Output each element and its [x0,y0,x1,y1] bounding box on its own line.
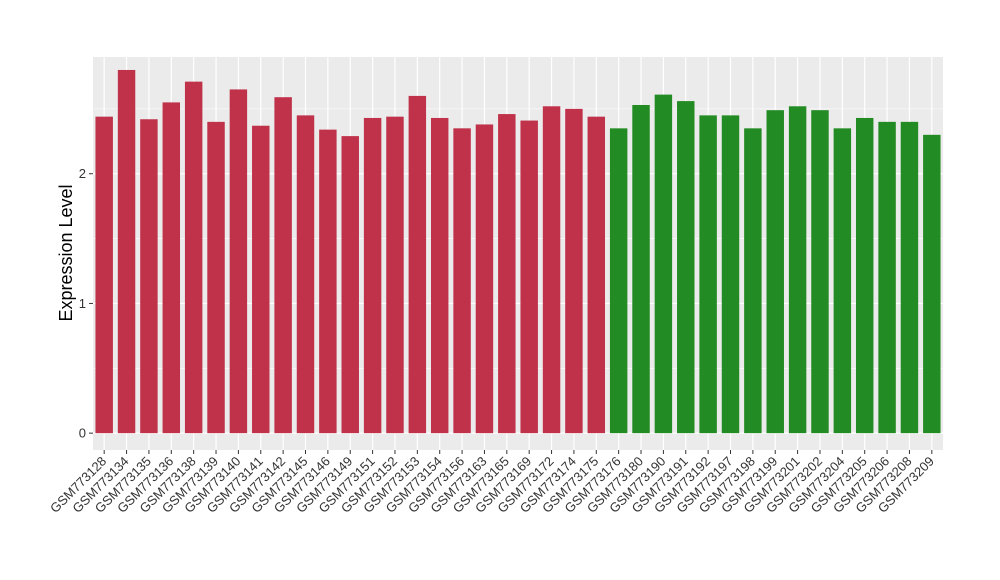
bar-GSM773176 [609,128,628,434]
bar-GSM773145 [296,115,315,434]
bar-GSM773192 [699,115,717,434]
y-tick-label: 0 [79,426,86,441]
bar-GSM773201 [788,106,807,434]
bar-GSM773146 [319,129,337,434]
bar-GSM773156 [453,128,471,434]
bar-GSM773153 [408,95,427,434]
bar-GSM773169 [520,120,538,434]
bar-GSM773174 [565,108,583,434]
bar-GSM773140 [229,89,248,434]
bar-GSM773151 [363,117,382,434]
y-axis-title: Expression Level [56,184,76,321]
bar-GSM773172 [542,106,561,434]
bar-GSM773136 [162,102,181,434]
x-axis: GSM773128GSM773134GSM773135GSM773136GSM7… [47,450,937,516]
y-tick-label: 1 [79,296,86,311]
bar-GSM773180 [632,104,650,434]
bar-GSM773152 [386,116,404,434]
bar-GSM773175 [587,116,606,434]
bar-GSM773197 [721,115,740,434]
bar-GSM773138 [184,81,203,434]
bars [95,69,941,434]
bar-GSM773154 [430,117,449,434]
bar-GSM773205 [855,117,874,434]
bar-GSM773141 [252,125,270,434]
bar-GSM773191 [677,101,695,434]
bar-GSM773204 [833,128,852,434]
bar-GSM773142 [274,97,292,434]
bar-GSM773134 [117,69,136,434]
bar-GSM773190 [654,94,673,434]
bar-GSM773149 [341,136,359,434]
y-axis: 0 1 2 [79,166,93,441]
y-tick-label: 2 [79,166,86,181]
bar-GSM773163 [475,124,494,434]
bar-GSM773128 [95,116,113,434]
bar-GSM773199 [766,110,784,434]
bar-GSM773135 [140,119,158,434]
bar-GSM773209 [923,134,941,434]
bar-GSM773202 [811,110,829,434]
bar-GSM773198 [744,128,762,434]
bar-GSM773139 [207,121,225,434]
bar-GSM773206 [878,121,896,434]
bar-GSM773165 [498,114,516,434]
bar-GSM773208 [900,121,919,434]
